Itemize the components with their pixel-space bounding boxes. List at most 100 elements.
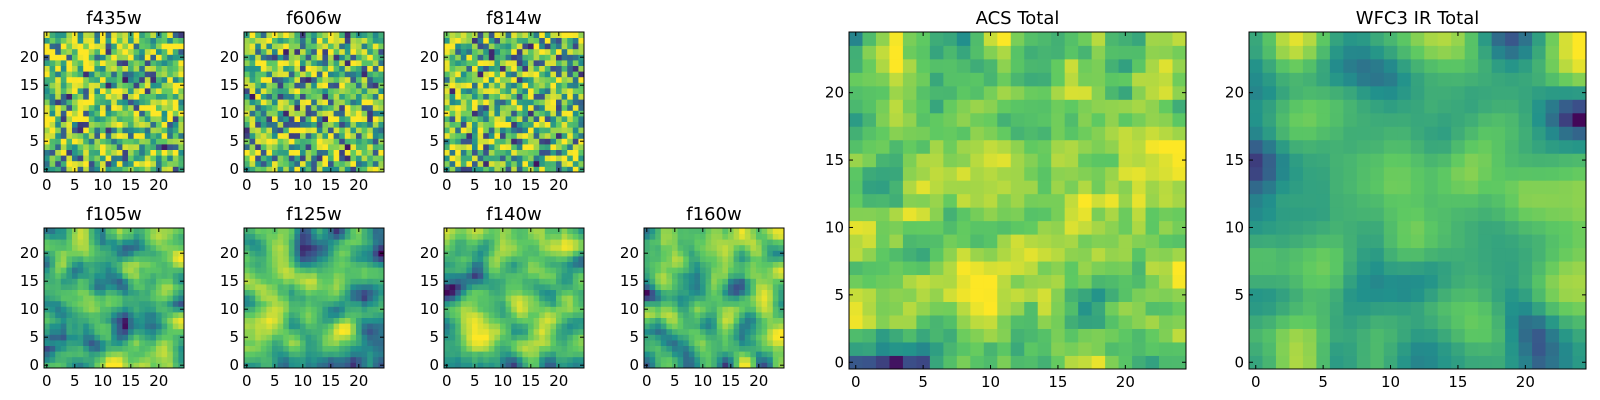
heatmap-cell bbox=[483, 267, 490, 274]
heatmap-cell bbox=[344, 144, 351, 150]
heatmap-cell bbox=[311, 110, 318, 117]
heatmap-cell bbox=[167, 132, 174, 139]
heatmap-cell bbox=[466, 82, 473, 89]
heatmap-cell bbox=[561, 256, 568, 262]
heatmap-cell bbox=[772, 278, 779, 285]
heatmap-cell bbox=[94, 267, 101, 274]
heatmap-cell bbox=[572, 121, 579, 128]
heatmap-cell bbox=[316, 306, 323, 313]
heatmap-cell bbox=[66, 127, 73, 134]
heatmap-cell bbox=[144, 43, 151, 50]
heatmap-cell bbox=[139, 138, 146, 145]
heatmap-cell bbox=[272, 256, 278, 262]
heatmap-cell bbox=[322, 132, 329, 139]
heatmap-cell bbox=[466, 71, 473, 78]
heatmap-cell bbox=[1024, 220, 1039, 235]
heatmap-cell bbox=[344, 317, 351, 324]
heatmap-cell bbox=[522, 48, 529, 55]
heatmap-cell bbox=[522, 272, 529, 279]
heatmap-cell bbox=[556, 233, 562, 240]
heatmap-cell bbox=[483, 54, 490, 61]
heatmap-cell bbox=[455, 312, 462, 318]
heatmap-cell bbox=[505, 99, 512, 106]
heatmap-cell bbox=[483, 132, 490, 139]
heatmap-cell bbox=[139, 267, 146, 274]
heatmap-cell bbox=[83, 104, 90, 111]
heatmap-cell bbox=[49, 250, 56, 257]
heatmap-cell bbox=[283, 54, 290, 61]
heatmap-cell bbox=[161, 110, 168, 117]
heatmap-cell bbox=[122, 312, 129, 318]
heatmap-cell bbox=[128, 104, 134, 111]
heatmap-cell bbox=[83, 284, 90, 290]
heatmap-cell bbox=[116, 76, 123, 83]
heatmap-cell bbox=[144, 233, 151, 240]
heatmap-cell bbox=[294, 250, 301, 257]
heatmap-cell bbox=[528, 323, 534, 330]
heatmap-cell bbox=[505, 160, 512, 167]
heatmap-cell bbox=[350, 88, 357, 94]
heatmap-cell bbox=[55, 312, 62, 318]
heatmap-cell bbox=[249, 278, 256, 285]
heatmap-cell bbox=[455, 267, 462, 274]
heatmap-cell bbox=[305, 239, 312, 246]
heatmap-cell bbox=[116, 82, 123, 89]
heatmap-cell bbox=[672, 267, 678, 274]
heatmap-cell bbox=[528, 351, 534, 358]
heatmap-cell bbox=[875, 355, 890, 370]
heatmap-cell bbox=[111, 82, 118, 89]
heatmap-cell bbox=[494, 132, 501, 139]
heatmap-cell bbox=[705, 278, 712, 285]
heatmap-cell bbox=[561, 144, 568, 150]
heatmap-cell bbox=[72, 132, 78, 139]
heatmap-cell bbox=[139, 48, 146, 55]
heatmap-cell bbox=[255, 272, 262, 279]
heatmap-cell bbox=[356, 312, 362, 318]
heatmap-cell bbox=[567, 166, 574, 173]
heatmap-cell bbox=[167, 155, 174, 162]
heatmap-cell bbox=[488, 54, 495, 61]
heatmap-cell bbox=[449, 323, 456, 330]
heatmap-cell bbox=[522, 244, 529, 251]
heatmap-cell bbox=[260, 233, 267, 240]
heatmap-cell bbox=[161, 93, 168, 100]
heatmap-cell bbox=[511, 60, 518, 66]
heatmap-cell bbox=[449, 144, 456, 150]
heatmap-cell bbox=[711, 334, 718, 341]
heatmap-cell bbox=[902, 328, 917, 343]
heatmap-cell bbox=[516, 166, 523, 173]
heatmap-cell bbox=[739, 284, 746, 290]
heatmap-cell bbox=[260, 104, 267, 111]
heatmap-cell bbox=[55, 250, 62, 257]
heatmap-cell bbox=[505, 328, 512, 335]
heatmap-cell bbox=[500, 144, 506, 150]
heatmap-cell bbox=[100, 48, 106, 55]
heatmap-cell bbox=[761, 334, 768, 341]
heatmap-cell bbox=[139, 250, 146, 257]
heatmap-cell bbox=[72, 127, 78, 134]
heatmap-cell bbox=[677, 256, 684, 262]
heatmap-cell bbox=[116, 37, 123, 44]
heatmap-cell bbox=[361, 250, 368, 257]
heatmap-cell bbox=[567, 239, 574, 246]
heatmap-cell bbox=[561, 228, 568, 234]
heatmap-cell bbox=[916, 193, 931, 208]
heatmap-cell bbox=[260, 345, 267, 352]
heatmap-cell bbox=[672, 328, 678, 335]
heatmap-cell bbox=[300, 65, 306, 72]
heatmap-cell bbox=[161, 82, 168, 89]
heatmap-cell bbox=[249, 334, 256, 341]
heatmap-cell bbox=[533, 60, 540, 66]
heatmap-cell bbox=[322, 155, 329, 162]
heatmap-cell bbox=[472, 272, 478, 279]
heatmap-cell bbox=[688, 345, 695, 352]
heatmap-cell bbox=[711, 300, 718, 307]
heatmap-cell bbox=[488, 149, 495, 156]
heatmap-cell bbox=[333, 239, 340, 246]
heatmap-cell bbox=[255, 345, 262, 352]
heatmap-cell bbox=[150, 43, 157, 50]
heatmap-cell bbox=[477, 76, 484, 83]
heatmap-cell bbox=[444, 144, 450, 150]
heatmap-cell bbox=[77, 244, 84, 251]
heatmap-cell bbox=[322, 317, 329, 324]
